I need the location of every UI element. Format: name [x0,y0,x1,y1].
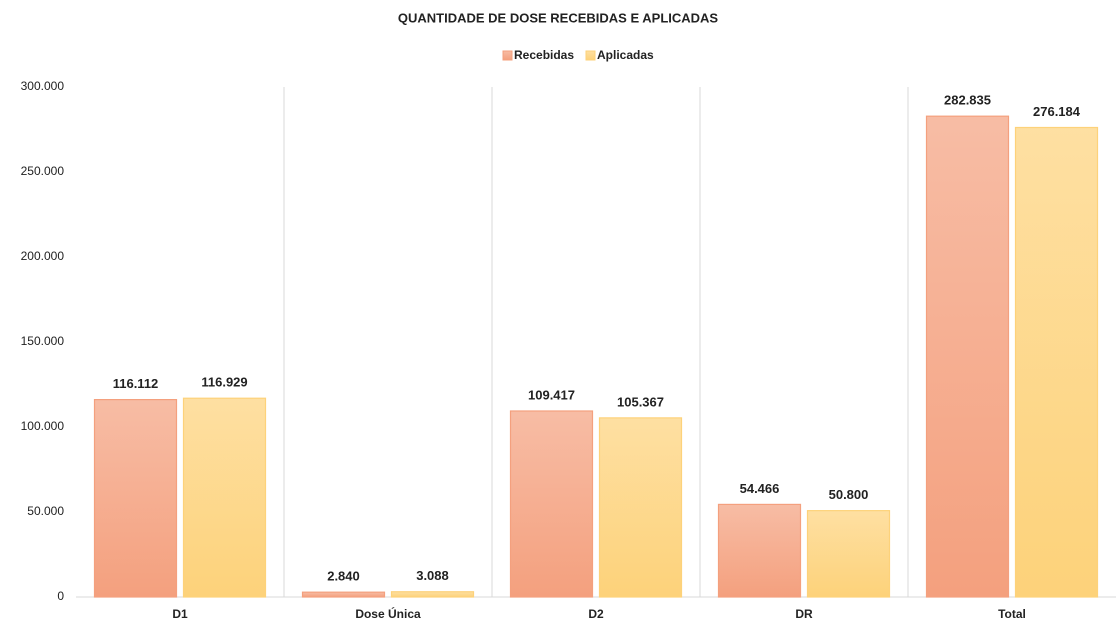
x-tick-label: Total [998,607,1026,621]
legend-swatch [585,50,596,61]
bar [806,510,891,598]
data-label: 109.417 [528,387,575,402]
data-label: 50.800 [829,487,869,502]
bar [925,115,1010,598]
bar [390,591,475,598]
data-label: 116.112 [113,376,159,391]
bar [509,410,594,598]
x-tick-label: DR [795,607,813,621]
data-label: 54.466 [740,481,780,496]
legend-label: Recebidas [514,48,574,62]
x-tick-label: Dose Única [355,606,421,621]
data-label: 276.184 [1033,104,1081,119]
y-tick-label: 200.000 [21,249,65,263]
y-tick-label: 100.000 [21,419,65,433]
data-label: 105.367 [617,394,664,409]
chart-title: QUANTIDADE DE DOSE RECEBIDAS E APLICADAS [398,10,719,25]
bar [1014,126,1099,598]
y-tick-label: 50.000 [27,504,64,518]
data-label: 2.840 [327,569,360,584]
y-tick-label: 250.000 [21,164,65,178]
data-label: 282.835 [944,93,991,108]
x-tick-label: D2 [588,607,604,621]
bar [717,503,802,598]
data-label: 116.929 [201,375,247,390]
bar [182,397,267,598]
y-tick-label: 300.000 [21,79,65,93]
bar [598,417,683,598]
legend-swatch [502,50,513,61]
y-tick-label: 0 [57,589,64,603]
legend-label: Aplicadas [597,48,654,62]
data-label: 3.088 [416,568,449,583]
bar [93,399,178,598]
y-tick-label: 150.000 [21,334,65,348]
x-tick-label: D1 [172,607,188,621]
bar [301,591,386,598]
